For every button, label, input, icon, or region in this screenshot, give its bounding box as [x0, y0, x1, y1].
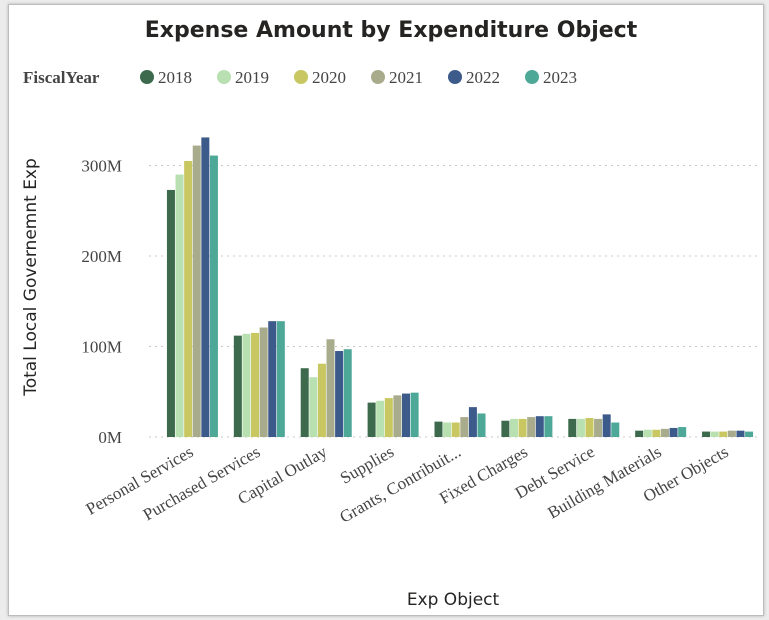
bar-2021-2[interactable] [327, 339, 335, 437]
x-tick-label: Building Materials [544, 442, 664, 522]
bar-2022-3[interactable] [402, 394, 410, 437]
bar-2018-0[interactable] [167, 190, 175, 437]
bar-2020-4[interactable] [452, 423, 460, 437]
legend-swatch-2018[interactable] [140, 70, 154, 84]
bar-2019-1[interactable] [242, 334, 250, 437]
bar-2021-6[interactable] [594, 419, 602, 437]
bar-2019-8[interactable] [711, 432, 719, 437]
bar-2019-3[interactable] [376, 401, 384, 437]
bar-2022-1[interactable] [268, 321, 276, 437]
bar-2019-2[interactable] [309, 377, 317, 437]
bar-2023-4[interactable] [478, 413, 486, 437]
bar-2018-7[interactable] [635, 431, 643, 437]
bar-2023-7[interactable] [678, 427, 686, 437]
bar-2022-5[interactable] [536, 416, 544, 437]
bar-2022-4[interactable] [469, 407, 477, 437]
chart-title: Expense Amount by Expenditure Object [145, 18, 638, 43]
bar-2019-6[interactable] [577, 419, 585, 437]
bar-2023-6[interactable] [611, 423, 619, 437]
bar-2018-4[interactable] [435, 422, 443, 437]
bar-2018-3[interactable] [368, 403, 376, 437]
bar-2020-8[interactable] [719, 432, 727, 437]
bar-2018-5[interactable] [501, 421, 509, 437]
bar-2020-2[interactable] [318, 364, 326, 437]
legend-label-2023: 2023 [543, 68, 577, 87]
legend-label-2018: 2018 [158, 68, 192, 87]
bar-2021-7[interactable] [661, 429, 669, 437]
y-tick-label: 200M [81, 247, 122, 266]
y-tick-label: 300M [81, 157, 122, 176]
bar-2020-6[interactable] [585, 418, 593, 437]
legend-title: FiscalYear [23, 68, 100, 87]
x-tick-label: Grants, Contribuit... [336, 442, 464, 527]
chart-card: Expense Amount by Expenditure Object Fis… [8, 4, 764, 616]
legend-label-2021: 2021 [389, 68, 423, 87]
legend: FiscalYear 2018 2019 2020 2021 2022 2023 [23, 68, 577, 87]
bar-2018-8[interactable] [702, 432, 710, 437]
y-tick-label: 100M [81, 338, 122, 357]
bar-2021-8[interactable] [728, 431, 736, 437]
bar-2020-5[interactable] [519, 419, 527, 437]
bars [167, 137, 753, 437]
bar-2020-0[interactable] [184, 161, 192, 437]
bar-2020-1[interactable] [251, 333, 259, 437]
bar-2022-6[interactable] [603, 414, 611, 437]
y-axis-title: Total Local Governemnt Exp [21, 158, 41, 397]
bar-2022-2[interactable] [335, 351, 343, 437]
bar-2018-2[interactable] [301, 368, 309, 437]
legend-swatch-2020[interactable] [294, 70, 308, 84]
bar-2023-2[interactable] [344, 349, 352, 437]
bar-2023-0[interactable] [210, 156, 218, 437]
bar-2020-3[interactable] [385, 398, 393, 437]
legend-swatch-2023[interactable] [525, 70, 539, 84]
bar-2021-3[interactable] [393, 395, 401, 437]
legend-swatch-2022[interactable] [448, 70, 462, 84]
bar-2020-7[interactable] [652, 430, 660, 437]
legend-swatch-2019[interactable] [217, 70, 231, 84]
x-axis-title: Exp Object [407, 590, 500, 610]
bar-chart: Expense Amount by Expenditure Object Fis… [9, 5, 763, 615]
bar-2021-1[interactable] [260, 328, 268, 438]
legend-label-2020: 2020 [312, 68, 346, 87]
bar-2019-7[interactable] [644, 430, 652, 437]
legend-swatch-2021[interactable] [371, 70, 385, 84]
bar-2019-5[interactable] [510, 419, 518, 437]
bar-2023-3[interactable] [411, 393, 419, 437]
legend-label-2022: 2022 [466, 68, 500, 87]
bar-2023-1[interactable] [277, 321, 285, 437]
bar-2022-7[interactable] [670, 428, 678, 437]
bar-2022-8[interactable] [736, 431, 744, 437]
bar-2022-0[interactable] [201, 137, 209, 437]
bar-2021-4[interactable] [460, 417, 468, 437]
bar-2018-6[interactable] [568, 419, 576, 437]
legend-label-2019: 2019 [235, 68, 269, 87]
bar-2018-1[interactable] [234, 336, 242, 437]
bar-2019-4[interactable] [443, 423, 451, 437]
y-axis-ticks: 0M 100M 200M 300M [81, 157, 122, 448]
bar-2023-8[interactable] [745, 432, 753, 437]
y-tick-label: 0M [98, 428, 122, 447]
bar-2021-0[interactable] [193, 146, 201, 437]
bar-2023-5[interactable] [544, 416, 552, 437]
bar-2019-0[interactable] [176, 175, 184, 437]
bar-2021-5[interactable] [527, 417, 535, 437]
x-tick-label: Purchased Services [140, 442, 264, 524]
